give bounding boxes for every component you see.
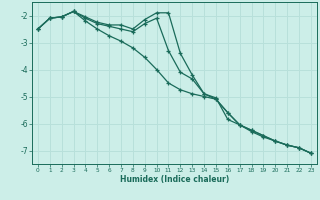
X-axis label: Humidex (Indice chaleur): Humidex (Indice chaleur) <box>120 175 229 184</box>
